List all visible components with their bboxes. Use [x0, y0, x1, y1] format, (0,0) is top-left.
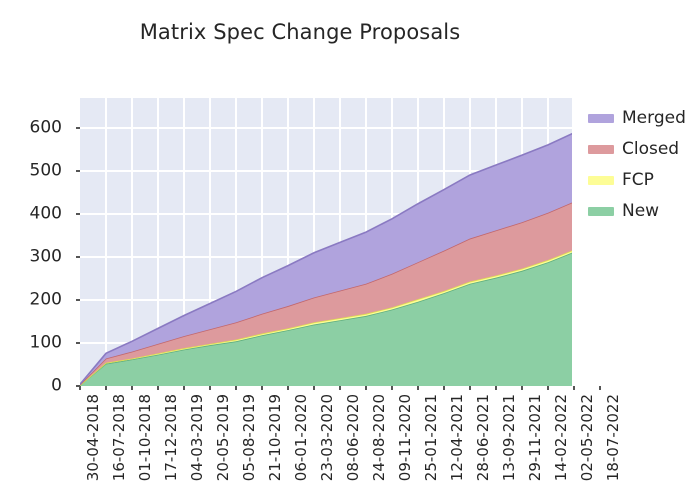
y-axis-tick-label: 200: [29, 289, 62, 310]
plot-area: [80, 98, 572, 386]
legend-label: New: [622, 201, 660, 221]
x-axis-tick-mark: [417, 386, 419, 390]
gridline-vertical: [131, 98, 133, 386]
area-closed: [80, 202, 572, 386]
gridline-vertical: [287, 98, 289, 386]
x-axis-tick-label: 17-12-2018: [162, 394, 180, 482]
x-axis-tick-label: 05-08-2019: [240, 394, 258, 482]
x-axis-tick-mark: [261, 386, 263, 390]
x-axis-tick-label: 09-11-2020: [396, 394, 414, 482]
x-axis-tick-mark: [79, 386, 81, 390]
x-axis-tick-mark: [443, 386, 445, 390]
x-axis-tick-mark: [495, 386, 497, 390]
x-axis-tick-mark: [235, 386, 237, 390]
y-axis-tick-label: 600: [29, 117, 62, 138]
x-axis-tick-label: 18-07-2022: [604, 394, 622, 482]
y-axis-tick-label: 0: [51, 375, 62, 396]
x-axis-tick-mark: [547, 386, 549, 390]
x-axis-tick-mark: [209, 386, 211, 390]
x-axis-tick-label: 25-01-2021: [422, 394, 440, 482]
x-axis-tick-mark: [339, 386, 341, 390]
gridline-vertical: [261, 98, 263, 386]
x-axis-tick-label: 13-09-2021: [500, 394, 518, 482]
legend-swatch-icon: [588, 145, 614, 154]
y-axis-tick-label: 300: [29, 246, 62, 267]
x-axis-tick-mark: [521, 386, 523, 390]
chart-legend: Merged Closed FCP New: [588, 106, 700, 230]
gridline-horizontal: [80, 170, 572, 172]
x-axis-tick-label: 04-03-2019: [188, 394, 206, 482]
x-axis-tick-label: 28-06-2021: [474, 394, 492, 482]
x-axis-tick-mark: [365, 386, 367, 390]
legend-label: Closed: [622, 139, 680, 159]
x-axis-tick-label: 06-01-2020: [292, 394, 310, 482]
legend-item-merged[interactable]: Merged: [588, 106, 700, 131]
gridline-vertical: [235, 98, 237, 386]
x-axis-tick-mark: [157, 386, 159, 390]
y-axis-tick-mark: [76, 299, 80, 301]
x-axis-tick-label: 12-04-2021: [448, 394, 466, 482]
y-axis-tick-mark: [76, 170, 80, 172]
x-axis-tick-mark: [287, 386, 289, 390]
x-axis-tick-mark: [183, 386, 185, 390]
x-axis-tick-label: 02-05-2022: [578, 394, 596, 482]
x-axis-tick-label: 23-03-2020: [318, 394, 336, 482]
legend-item-fcp[interactable]: FCP: [588, 168, 700, 193]
x-axis-tick-label: 01-10-2018: [136, 394, 154, 482]
legend-label: Merged: [622, 108, 686, 128]
y-axis-tick-mark: [76, 342, 80, 344]
legend-swatch-icon: [588, 176, 614, 185]
stacked-area-series: [80, 132, 572, 386]
area-merged: [80, 133, 572, 385]
y-axis-tick-label: 400: [29, 203, 62, 224]
gridline-vertical: [183, 98, 185, 386]
x-axis-tick-label: 24-08-2020: [370, 394, 388, 482]
x-axis-tick-label: 21-10-2019: [266, 394, 284, 482]
y-axis-tick-mark: [76, 256, 80, 258]
legend-swatch-icon: [588, 114, 614, 123]
y-axis-tick-label: 500: [29, 160, 62, 181]
gridline-vertical: [209, 98, 211, 386]
x-axis-tick-label: 08-06-2020: [344, 394, 362, 482]
x-axis-tick-label: 16-07-2018: [110, 394, 128, 482]
x-axis-tick-label: 14-02-2022: [552, 394, 570, 482]
gridline-vertical: [157, 98, 159, 386]
gridline-horizontal: [80, 127, 572, 129]
y-axis-tick-mark: [76, 385, 80, 387]
gridline-vertical: [313, 98, 315, 386]
gridline-horizontal: [80, 213, 572, 215]
y-axis-tick-label: 100: [29, 332, 62, 353]
y-axis-tick-mark: [76, 127, 80, 129]
x-axis-tick-mark: [313, 386, 315, 390]
legend-swatch-icon: [588, 207, 614, 216]
chart-title: Matrix Spec Change Proposals: [139, 20, 461, 44]
x-axis-tick-mark: [391, 386, 393, 390]
x-axis-tick-label: 30-04-2018: [84, 394, 102, 482]
x-axis-tick-mark: [469, 386, 471, 390]
x-axis-tick-mark: [573, 386, 575, 390]
x-axis-tick-label: 20-05-2019: [214, 394, 232, 482]
y-axis-tick-mark: [76, 213, 80, 215]
gridline-vertical: [105, 98, 107, 386]
legend-label: FCP: [622, 170, 654, 190]
x-axis-tick-mark: [131, 386, 133, 390]
x-axis-tick-label: 29-11-2021: [526, 394, 544, 482]
legend-item-new[interactable]: New: [588, 199, 700, 224]
x-axis-tick-mark: [105, 386, 107, 390]
area-new: [80, 252, 572, 386]
area-line-merged: [80, 132, 572, 385]
x-axis-tick-mark: [599, 386, 601, 390]
legend-item-closed[interactable]: Closed: [588, 137, 700, 162]
